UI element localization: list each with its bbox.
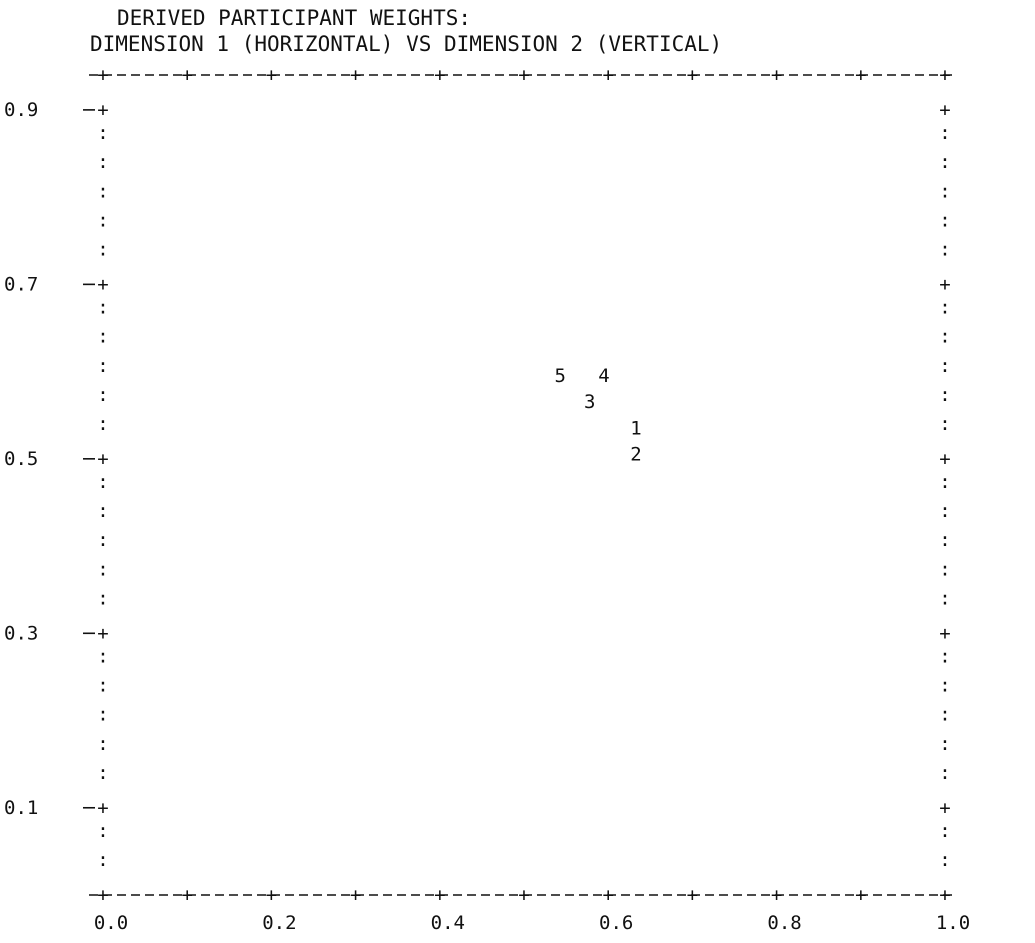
top-border-tick: + [939,64,950,86]
right-border-dots: : [939,413,950,435]
top-border-tick: + [602,64,613,86]
right-border-dots: : [939,733,950,755]
y-tick-mark-right: + [939,797,950,819]
bottom-border-tick: + [97,884,108,906]
y-tick-mark: + [97,797,108,819]
left-border-dots: : [97,675,108,697]
x-tick-label: 1.0 [936,912,970,934]
bottom-border-tick: + [855,884,866,906]
top-border-tick: + [855,64,866,86]
left-border-dots: : [97,151,108,173]
top-border-tick: + [97,64,108,86]
left-border-dots: : [97,587,108,609]
chart-title: DERIVED PARTICIPANT WEIGHTS: [117,6,471,30]
y-tick-mark: + [97,622,108,644]
bottom-border-tick: + [266,884,277,906]
x-tick-label: 0.8 [767,912,801,934]
y-tick-mark-right: + [939,622,950,644]
right-border-dots: : [939,238,950,260]
bottom-border-tick: + [181,884,192,906]
data-point: 5 [554,365,565,387]
right-border-dots: : [939,704,950,726]
left-border-dots: : [97,471,108,493]
x-axis: 0.0 0.2 0.4 0.6 0.8 1.0 [94,912,970,934]
chart-subtitle: DIMENSION 1 (HORIZONTAL) VS DIMENSION 2 … [90,32,722,56]
left-border-dots: : [97,762,108,784]
bottom-border-tick: + [939,884,950,906]
y-tick-mark: + [97,99,108,121]
left-border-dots: : [97,413,108,435]
x-tick-label: 0.2 [262,912,296,934]
top-border-tick: + [266,64,277,86]
right-border-dots: : [939,122,950,144]
right-border-dots: : [939,151,950,173]
top-border-tick: + [687,64,698,86]
top-border-tick: + [181,64,192,86]
bottom-border-tick: + [771,884,782,906]
data-point: 1 [630,417,641,439]
right-border-dots: : [939,529,950,551]
y-tick-label: 0.9 [4,99,38,121]
bottom-border-tick: + [687,884,698,906]
left-border-dots: : [97,646,108,668]
left-border-dots: : [97,122,108,144]
left-border-dots: : [97,326,108,348]
left-border-dots: : [97,500,108,522]
left-border-dots: : [97,384,108,406]
top-border-tick: + [771,64,782,86]
left-border-dots: : [97,355,108,377]
left-border-dots: : [97,529,108,551]
top-border-tick: + [518,64,529,86]
y-tick-mark-right: + [939,448,950,470]
left-border-dots: : [97,238,108,260]
right-border-dots: : [939,326,950,348]
right-border-dots: : [939,820,950,842]
y-tick-label: 0.1 [4,797,38,819]
y-tick-label: 0.5 [4,448,38,470]
right-border-dots: : [939,355,950,377]
bottom-border-tick: + [518,884,529,906]
right-border-dots: : [939,180,950,202]
right-border-dots: : [939,209,950,231]
right-border-dots: : [939,558,950,580]
left-border-dots: : [97,849,108,871]
right-border-dots: : [939,587,950,609]
top-border-tick: + [350,64,361,86]
left-border-dots: : [97,558,108,580]
y-tick-label: 0.7 [4,273,38,295]
bottom-border-tick: + [434,884,445,906]
bottom-border-tick: + [350,884,361,906]
right-border-dots: : [939,297,950,319]
left-border-dots: : [97,180,108,202]
bottom-border-tick: + [602,884,613,906]
right-border-dots: : [939,500,950,522]
right-border-dots: : [939,762,950,784]
left-border-dots: : [97,733,108,755]
x-tick-label: 0.0 [94,912,128,934]
left-border-dots: : [97,820,108,842]
x-tick-label: 0.4 [431,912,465,934]
y-tick-mark: + [97,273,108,295]
y-tick-mark-right: + [939,273,950,295]
right-border-dots: : [939,675,950,697]
y-tick-mark-right: + [939,99,950,121]
x-tick-label: 0.6 [599,912,633,934]
data-points: 1 2 34 5 [554,365,641,466]
right-border-dots: : [939,849,950,871]
y-tick-mark: + [97,448,108,470]
plot-frame: ++++++++++++++++++++++::::::::::::::::::… [89,64,957,906]
left-border-dots: : [97,704,108,726]
top-border-tick: + [434,64,445,86]
left-border-dots: : [97,297,108,319]
y-tick-label: 0.3 [4,622,38,644]
y-axis: 0.9 + +0.7 + +0.5 + +0.3 + +0.1 + + [4,99,951,819]
data-point: 3 [584,391,595,413]
right-border-dots: : [939,471,950,493]
data-point: 2 [630,443,641,465]
left-border-dots: : [97,209,108,231]
data-point: 4 [598,365,609,387]
right-border-dots: : [939,384,950,406]
right-border-dots: : [939,646,950,668]
